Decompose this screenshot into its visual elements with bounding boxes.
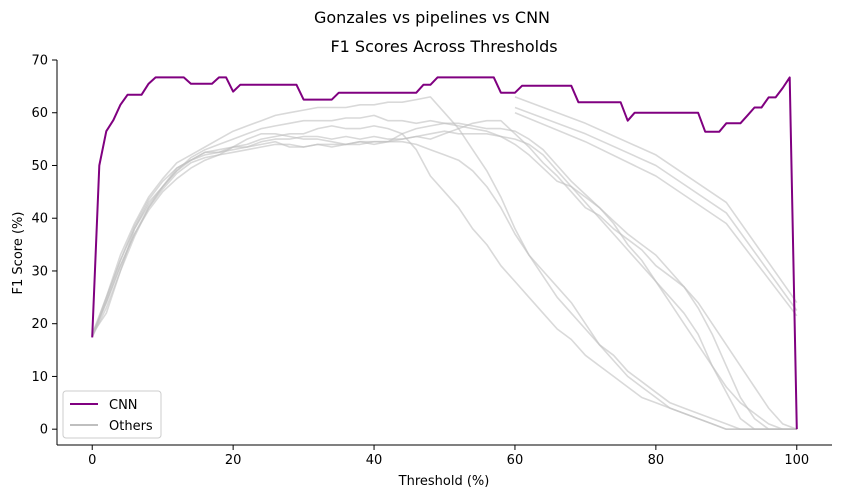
series-layer [91,76,798,431]
y-axis-label: F1 Score (%) [11,212,26,295]
other-series-line [514,96,798,304]
y-tick-label: 30 [31,264,48,279]
y-tick-label: 0 [40,423,48,438]
y-tick-label: 20 [31,317,48,332]
legend-label-others: Others [109,419,153,434]
other-series-line [91,96,797,431]
y-tick-label: 70 [31,54,48,69]
x-tick-label: 0 [88,453,96,468]
other-series-line [514,106,798,311]
x-tick-label: 80 [648,453,665,468]
y-tick-label: 10 [31,370,48,385]
y-tick-label: 50 [31,159,48,174]
other-series-line [514,111,798,317]
other-series-line [91,140,797,431]
plot-area: 0 20 40 60 80 100 0 10 20 30 40 50 60 70 [31,54,832,468]
other-series-line [91,130,797,431]
cnn-series-line [91,76,798,430]
y-tick-label: 60 [31,106,48,121]
x-axis-label: Threshold (%) [398,474,490,489]
x-tick-label: 60 [507,453,524,468]
chart-suptitle: Gonzales vs pipelines vs CNN [314,8,550,27]
other-series-line [91,119,798,430]
x-tick-label: 100 [784,453,809,468]
legend-label-cnn: CNN [109,398,138,413]
legend-frame [62,390,162,439]
other-series-line [91,122,797,431]
y-ticks: 0 10 20 30 40 50 60 70 [31,54,57,438]
x-tick-label: 20 [225,453,242,468]
other-series-line [91,114,797,431]
x-tick-label: 40 [366,453,383,468]
chart-title: F1 Scores Across Thresholds [330,37,557,56]
other-series-line [91,125,797,431]
legend: CNN Others [62,390,162,439]
x-ticks: 0 20 40 60 80 100 [88,445,809,468]
y-tick-label: 40 [31,212,48,227]
